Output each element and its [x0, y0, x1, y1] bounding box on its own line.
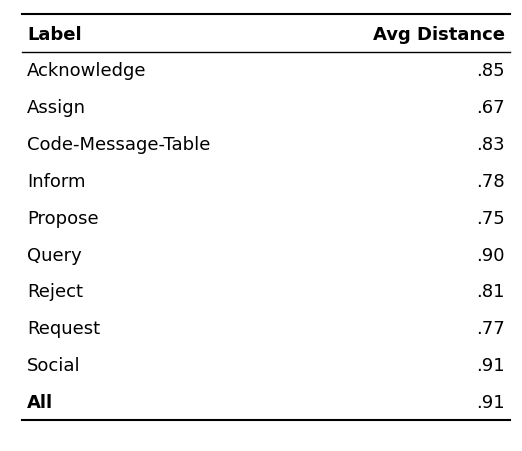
Text: .75: .75: [476, 209, 505, 227]
Text: Social: Social: [27, 356, 81, 374]
Text: .91: .91: [477, 393, 505, 411]
Text: All: All: [27, 393, 53, 411]
Text: .77: .77: [476, 320, 505, 337]
Text: .81: .81: [477, 283, 505, 301]
Text: Acknowledge: Acknowledge: [27, 62, 147, 80]
Text: Inform: Inform: [27, 173, 86, 191]
Text: .85: .85: [477, 62, 505, 80]
Text: Code-Message-Table: Code-Message-Table: [27, 136, 211, 154]
Text: Avg Distance: Avg Distance: [373, 26, 505, 44]
Text: Query: Query: [27, 246, 82, 264]
Text: .83: .83: [477, 136, 505, 154]
Text: .91: .91: [477, 356, 505, 374]
Text: Label: Label: [27, 26, 82, 44]
Text: Assign: Assign: [27, 99, 86, 117]
Text: .78: .78: [477, 173, 505, 191]
Text: .67: .67: [477, 99, 505, 117]
Text: Reject: Reject: [27, 283, 84, 301]
Text: .90: .90: [477, 246, 505, 264]
Text: Propose: Propose: [27, 209, 99, 227]
Text: Request: Request: [27, 320, 100, 337]
